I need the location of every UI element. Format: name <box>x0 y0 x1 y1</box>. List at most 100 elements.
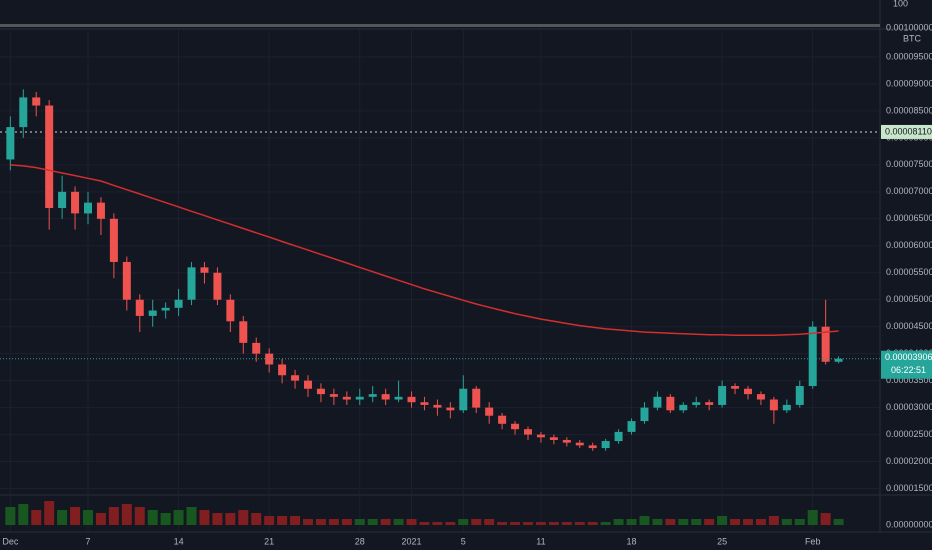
y-tick-label: 0.00008500 <box>886 105 932 115</box>
volume-bar <box>95 513 106 525</box>
candle-body <box>782 404 791 411</box>
top-label: BTC <box>903 33 922 43</box>
x-tick-label: 25 <box>717 536 727 546</box>
volume-bar <box>406 519 417 525</box>
candle-body <box>679 404 688 411</box>
candle-body <box>692 402 701 405</box>
volume-bar <box>484 519 495 525</box>
volume-bar <box>613 519 624 525</box>
volume-bar <box>5 507 16 525</box>
last-price-box <box>881 350 932 379</box>
y-tick-label: 0.00005500 <box>886 267 932 277</box>
candle-body <box>433 404 442 408</box>
volume-bar <box>290 516 301 525</box>
volume-bar <box>458 519 469 525</box>
x-tick-label: 5 <box>461 536 466 546</box>
candle-body <box>627 421 636 432</box>
volume-bar <box>18 504 29 525</box>
volume-bar <box>471 519 482 525</box>
volume-bar <box>523 522 533 525</box>
marker-label: 0.00008110 <box>885 126 932 136</box>
y-tick-label: 0.00005000 <box>886 294 932 304</box>
y-tick-label: 0.00007500 <box>886 159 932 169</box>
volume-bar <box>44 501 55 525</box>
volume-bar <box>419 522 430 525</box>
x-tick-label: 11 <box>536 536 545 546</box>
candle-body <box>446 407 455 411</box>
volume-bar <box>108 507 119 525</box>
candle-body <box>135 299 144 316</box>
candle-body <box>420 402 429 405</box>
candle-body <box>71 191 80 214</box>
volume-bar <box>199 510 210 525</box>
volume-bar <box>717 516 728 525</box>
candle-body <box>808 326 817 387</box>
volume-bar <box>315 519 326 525</box>
volume-bar <box>121 504 132 525</box>
volume-bar <box>561 522 572 525</box>
candle-body <box>562 439 571 443</box>
candle-body <box>213 272 222 300</box>
y-tick-label: 0.00003500 <box>886 375 932 385</box>
volume-bar <box>173 510 184 525</box>
candle-body <box>174 299 183 308</box>
y-tick-label: 0.00009000 <box>886 78 932 88</box>
volume-bar <box>225 513 236 525</box>
candle-body <box>666 396 675 411</box>
volume-bar <box>730 519 741 525</box>
candle-body <box>265 353 274 365</box>
y-tick-label: 0.00009500 <box>886 51 932 61</box>
candle-body <box>821 326 830 362</box>
candle-body <box>32 97 41 106</box>
candle-body <box>252 342 261 354</box>
candle-body <box>84 202 92 214</box>
volume-bar <box>341 519 352 525</box>
candle-body <box>498 415 507 424</box>
volume-bar <box>743 519 753 525</box>
candle-body <box>653 396 662 408</box>
volume-bar <box>535 522 546 525</box>
y-tick-label: 0.00002500 <box>886 429 932 439</box>
candle-body <box>524 429 532 435</box>
candle-body <box>329 394 338 397</box>
x-tick-label: 18 <box>627 536 637 546</box>
volume-bar <box>510 522 521 525</box>
candle-body <box>381 394 390 400</box>
candle-body <box>368 394 377 397</box>
candle-body <box>834 358 843 362</box>
volume-bar <box>665 519 676 525</box>
candle-body <box>355 396 364 400</box>
candle-body <box>96 202 105 219</box>
x-tick-label: 28 <box>355 536 365 546</box>
candle-body <box>549 437 558 440</box>
volume-bar <box>147 510 158 525</box>
candle-body <box>575 442 584 446</box>
x-tick-label: Dec <box>2 536 19 546</box>
y-tick-label: 0.00004500 <box>886 321 932 331</box>
candle-body <box>614 431 623 442</box>
volume-bar <box>691 519 702 525</box>
candle-body <box>511 423 520 430</box>
volume-bar <box>639 516 650 525</box>
candle-body <box>19 97 28 128</box>
volume-bar <box>820 513 831 525</box>
candle-body <box>731 386 740 389</box>
volume-bar <box>70 507 81 525</box>
countdown: 06:22:51 <box>891 365 926 375</box>
candle-body <box>795 386 804 405</box>
volume-bar <box>768 516 779 525</box>
volume-bar <box>652 519 663 525</box>
volume-bar <box>212 513 223 525</box>
y-tick-label: 0.00006500 <box>886 213 932 223</box>
x-tick-label: 7 <box>85 536 90 546</box>
volume-bar <box>445 522 456 525</box>
candle-body <box>226 299 235 322</box>
volume-bar <box>678 519 689 525</box>
candle-body <box>407 396 416 403</box>
candle-body <box>769 399 778 411</box>
candle-body <box>200 267 209 273</box>
volume-bar <box>380 519 391 525</box>
marker-label-box <box>881 124 932 139</box>
